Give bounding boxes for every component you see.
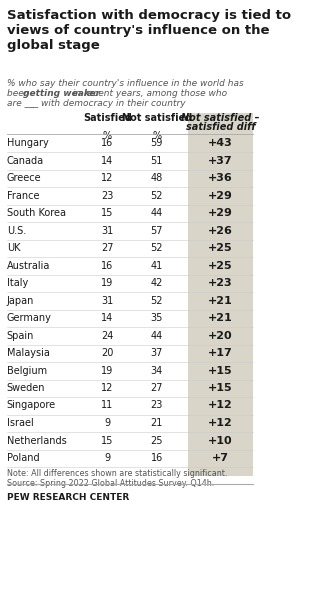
Text: Greece: Greece (7, 173, 41, 183)
Text: been: been (7, 89, 32, 98)
Text: 51: 51 (151, 156, 163, 166)
FancyBboxPatch shape (188, 113, 253, 476)
Text: Spain: Spain (7, 330, 34, 340)
Text: 12: 12 (101, 383, 113, 393)
Text: +10: +10 (208, 435, 233, 446)
Text: +21: +21 (208, 313, 233, 323)
Text: U.S.: U.S. (7, 226, 26, 235)
Text: 27: 27 (151, 383, 163, 393)
Text: Germany: Germany (7, 313, 51, 323)
Text: +37: +37 (208, 156, 233, 166)
Text: 9: 9 (104, 453, 110, 463)
Text: +43: +43 (208, 138, 233, 148)
Text: +17: +17 (208, 348, 233, 358)
Text: PEW RESEARCH CENTER: PEW RESEARCH CENTER (7, 492, 129, 501)
Text: 27: 27 (101, 243, 113, 253)
Text: 23: 23 (101, 191, 113, 200)
Text: Canada: Canada (7, 156, 44, 166)
Text: +15: +15 (208, 383, 233, 393)
Text: 37: 37 (151, 348, 163, 358)
Text: 31: 31 (101, 295, 113, 305)
Text: Israel: Israel (7, 418, 33, 428)
Text: satisfied diff: satisfied diff (186, 122, 255, 132)
Text: %: % (152, 131, 162, 141)
Text: +7: +7 (212, 453, 229, 463)
Text: % who say their country's influence in the world has: % who say their country's influence in t… (7, 79, 243, 88)
Text: 14: 14 (101, 313, 113, 323)
Text: %: % (103, 131, 112, 141)
Text: 16: 16 (101, 261, 113, 270)
Text: 20: 20 (101, 348, 113, 358)
Text: Not satisfied: Not satisfied (122, 113, 192, 123)
Text: +36: +36 (208, 173, 233, 183)
Text: Satisfaction with democracy is tied to
views of country's influence on the
globa: Satisfaction with democracy is tied to v… (7, 9, 291, 52)
Text: +12: +12 (208, 418, 233, 428)
Text: 44: 44 (151, 330, 163, 340)
Text: 52: 52 (151, 191, 163, 200)
Text: 11: 11 (101, 400, 113, 411)
Text: Hungary: Hungary (7, 138, 48, 148)
Text: 16: 16 (101, 138, 113, 148)
Text: Italy: Italy (7, 278, 28, 288)
Text: +25: +25 (208, 261, 233, 270)
Text: UK: UK (7, 243, 20, 253)
Text: 42: 42 (151, 278, 163, 288)
Text: Satisfied: Satisfied (83, 113, 132, 123)
Text: South Korea: South Korea (7, 208, 66, 218)
Text: Belgium: Belgium (7, 365, 47, 376)
Text: Australia: Australia (7, 261, 50, 270)
Text: 44: 44 (151, 208, 163, 218)
Text: 48: 48 (151, 173, 163, 183)
Text: getting weaker: getting weaker (23, 89, 100, 98)
Text: 35: 35 (151, 313, 163, 323)
Text: 34: 34 (151, 365, 163, 376)
Text: 9: 9 (104, 418, 110, 428)
Text: 25: 25 (151, 435, 163, 446)
Text: +15: +15 (208, 365, 233, 376)
Text: Poland: Poland (7, 453, 39, 463)
Text: 57: 57 (151, 226, 163, 235)
Text: 12: 12 (101, 173, 113, 183)
Text: 14: 14 (101, 156, 113, 166)
Text: are ___ with democracy in their country: are ___ with democracy in their country (7, 99, 185, 108)
Text: 19: 19 (101, 365, 113, 376)
Text: 23: 23 (151, 400, 163, 411)
Text: +20: +20 (208, 330, 233, 340)
Text: Note: All differences shown are statistically significant.: Note: All differences shown are statisti… (7, 470, 227, 479)
Text: +12: +12 (208, 400, 233, 411)
Text: 15: 15 (101, 435, 113, 446)
Text: 52: 52 (151, 243, 163, 253)
Text: 31: 31 (101, 226, 113, 235)
Text: +21: +21 (208, 295, 233, 305)
Text: Malaysia: Malaysia (7, 348, 50, 358)
Text: 59: 59 (151, 138, 163, 148)
Text: Sweden: Sweden (7, 383, 45, 393)
Text: 41: 41 (151, 261, 163, 270)
Text: 52: 52 (151, 295, 163, 305)
Text: Singapore: Singapore (7, 400, 56, 411)
Text: 16: 16 (151, 453, 163, 463)
Text: 15: 15 (101, 208, 113, 218)
Text: +23: +23 (208, 278, 233, 288)
Text: 24: 24 (101, 330, 113, 340)
Text: +29: +29 (208, 191, 233, 200)
Text: Japan: Japan (7, 295, 34, 305)
Text: France: France (7, 191, 39, 200)
Text: +26: +26 (208, 226, 233, 235)
Text: 19: 19 (101, 278, 113, 288)
Text: in recent years, among those who: in recent years, among those who (69, 89, 227, 98)
Text: Not satisfied –: Not satisfied – (181, 113, 260, 123)
Text: Source: Spring 2022 Global Attitudes Survey. Q14h.: Source: Spring 2022 Global Attitudes Sur… (7, 479, 214, 487)
Text: 21: 21 (151, 418, 163, 428)
Text: +29: +29 (208, 208, 233, 218)
Text: +25: +25 (208, 243, 233, 253)
Text: Netherlands: Netherlands (7, 435, 66, 446)
